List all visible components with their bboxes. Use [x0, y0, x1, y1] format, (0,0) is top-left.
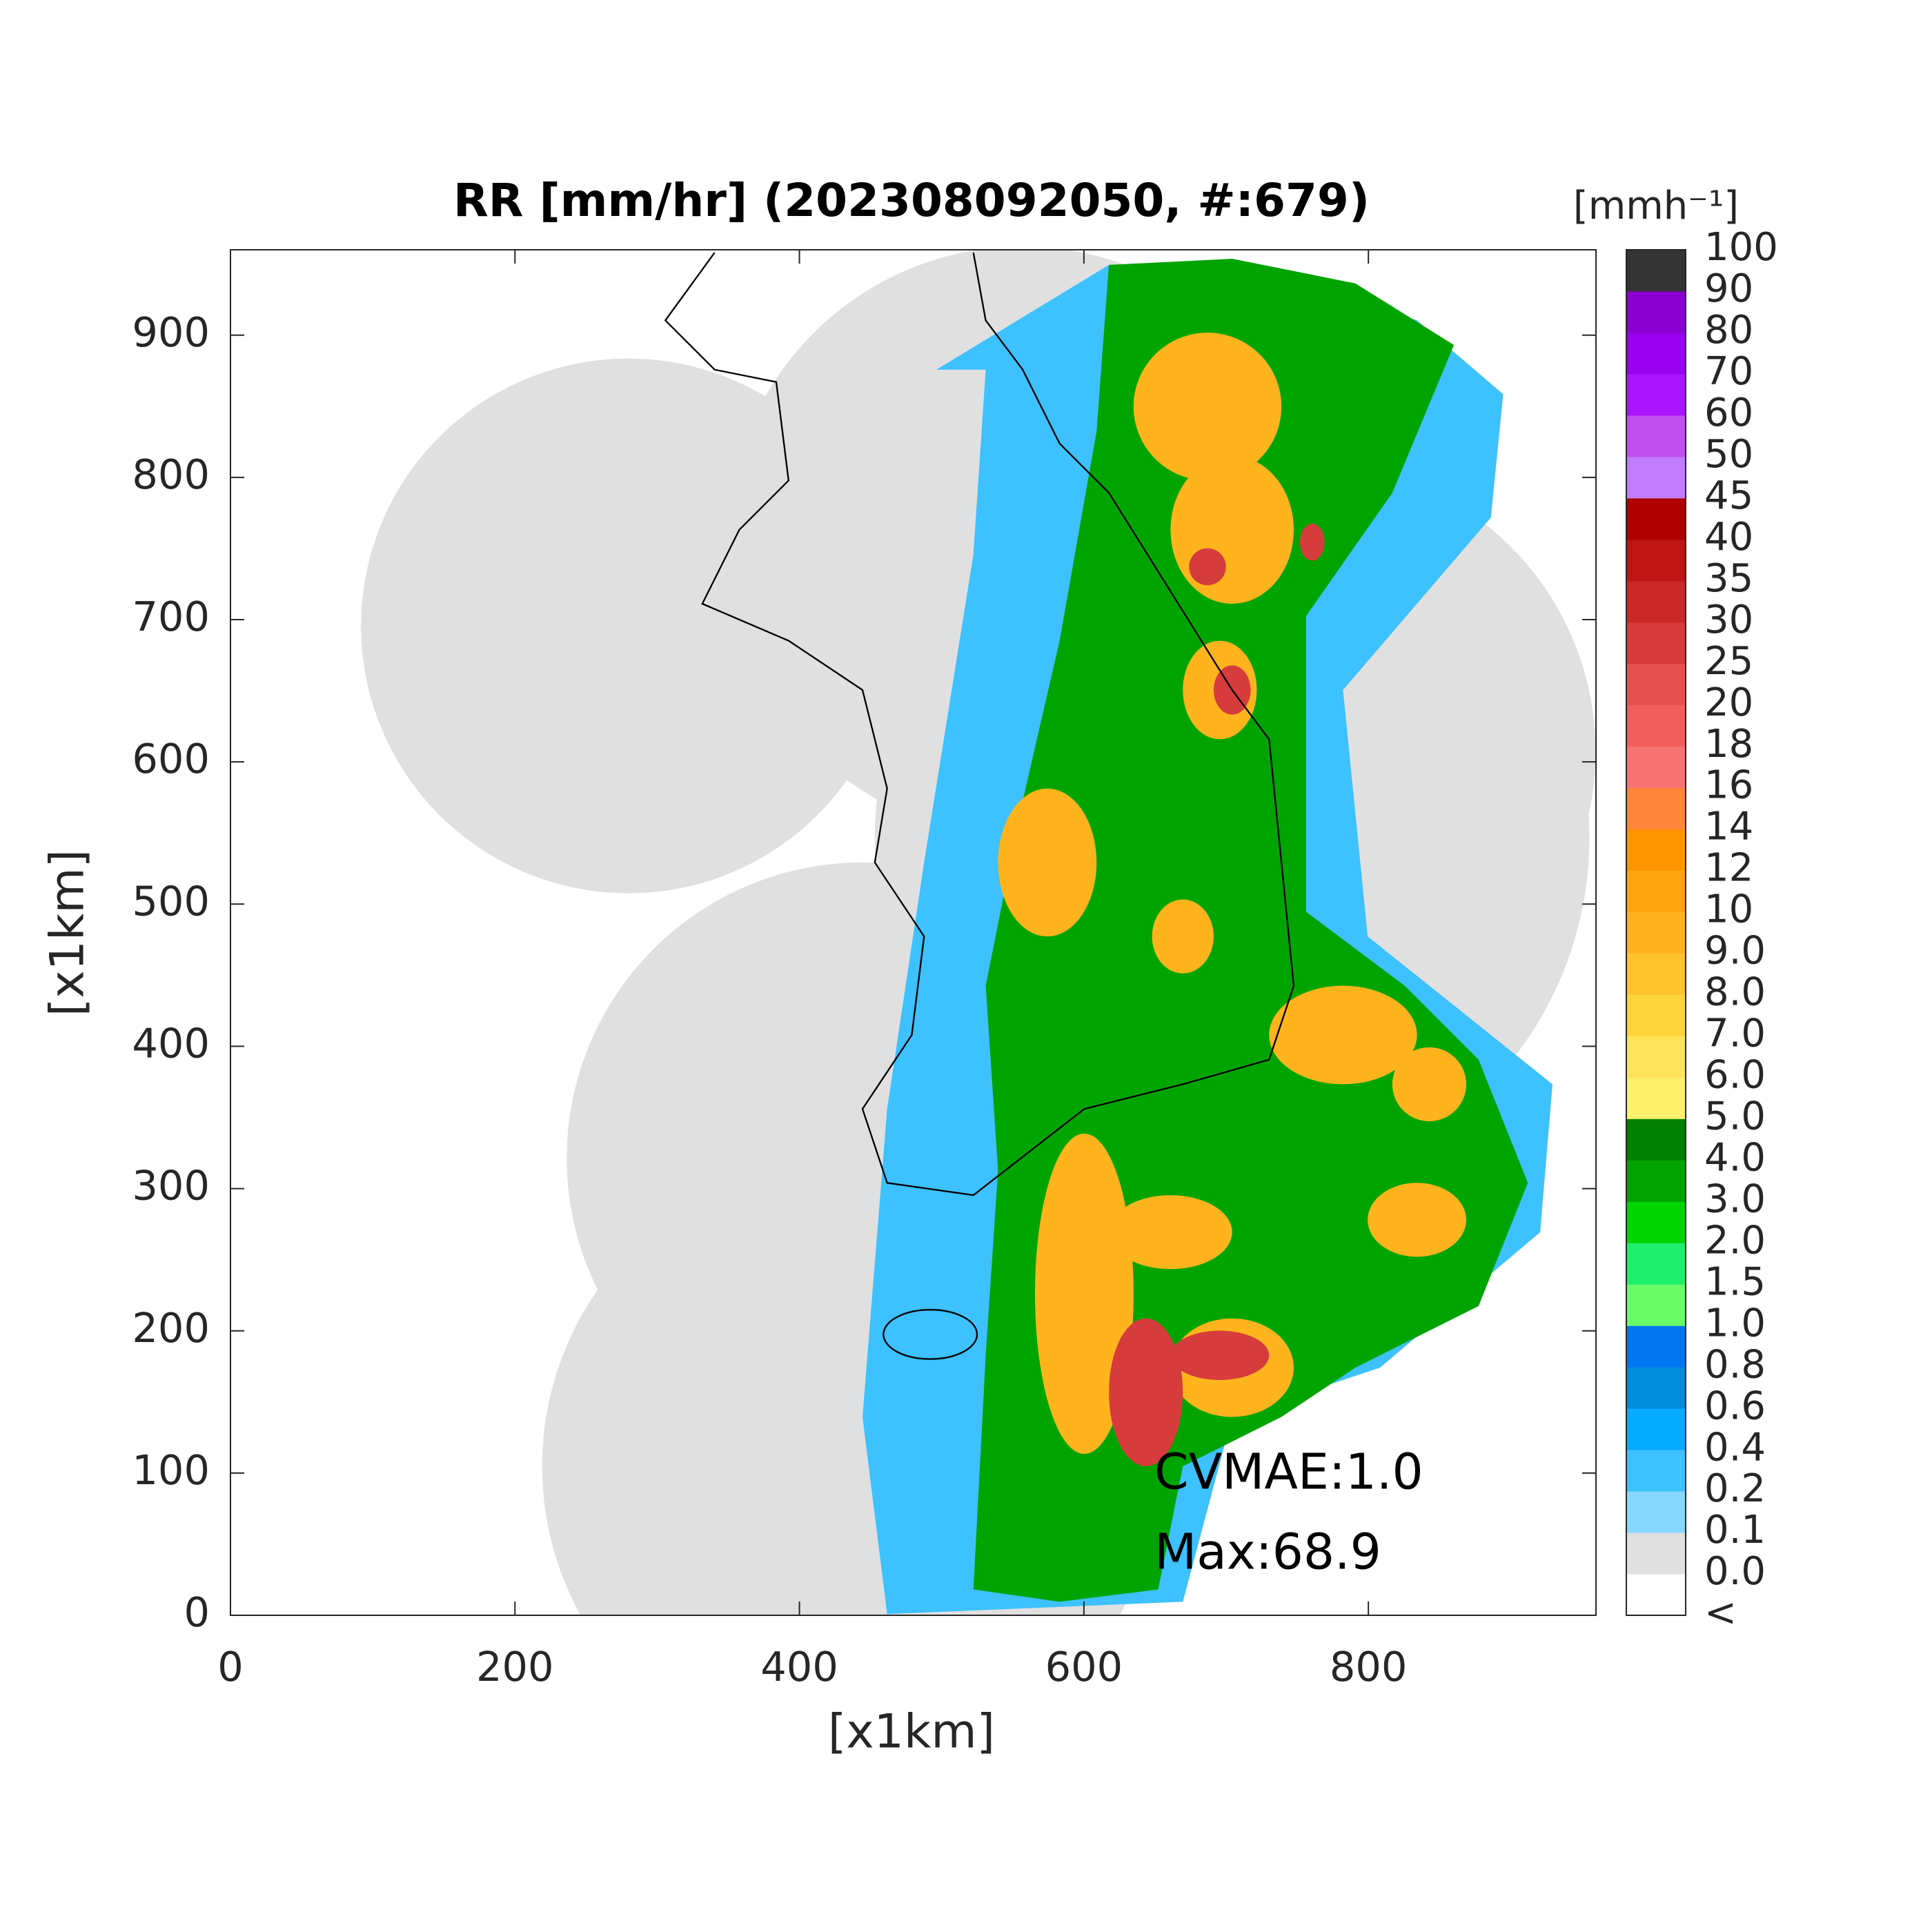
x-tick-label: 800	[1330, 1643, 1408, 1690]
colorbar-label: 100	[1704, 225, 1778, 270]
colorbar-label: 8.0	[1704, 970, 1766, 1015]
colorbar-segment	[1626, 332, 1686, 375]
colorbar-segment	[1626, 250, 1686, 292]
colorbar-label: 20	[1704, 680, 1753, 725]
colorbar-segment	[1626, 870, 1686, 913]
annotation: CVMAE:1.0	[1154, 1443, 1423, 1501]
colorbar-segment	[1626, 456, 1686, 499]
colorbar-segment	[1626, 663, 1686, 706]
y-tick-label: 600	[132, 735, 210, 782]
colorbar-title: [mmh⁻¹]	[1573, 184, 1739, 228]
colorbar-label: 3.0	[1704, 1176, 1766, 1221]
y-tick-label: 0	[184, 1588, 210, 1636]
x-axis-label: [x1km]	[828, 1705, 995, 1759]
colorbar-label: 7.0	[1704, 1012, 1766, 1056]
colorbar-label: 1.5	[1704, 1259, 1766, 1304]
colorbar-segment	[1626, 1077, 1686, 1119]
colorbar-label: 4.0	[1704, 1135, 1766, 1180]
y-axis-label: [x1km]	[41, 849, 95, 1016]
colorbar-label: 35	[1704, 556, 1753, 601]
colorbar-segment	[1626, 1367, 1686, 1409]
island-outline	[883, 1309, 978, 1360]
colorbar-label: 0.2	[1704, 1466, 1766, 1511]
x-tick-label: 600	[1045, 1643, 1123, 1690]
colorbar-segment	[1626, 290, 1686, 333]
colorbar-segment	[1626, 746, 1686, 789]
colorbar-segment	[1626, 704, 1686, 747]
colorbar-segment	[1626, 1450, 1686, 1492]
colorbar-segment	[1626, 1036, 1686, 1078]
x-tick-label: 200	[476, 1643, 554, 1690]
colorbar-segment	[1626, 622, 1686, 664]
colorbar-label: 1.0	[1704, 1301, 1766, 1346]
colorbar-label: 90	[1704, 266, 1753, 311]
colorbar-segment	[1626, 1201, 1686, 1243]
radar-field	[361, 250, 1596, 1615]
x-tick-label: 0	[217, 1643, 244, 1690]
annotation: Max:68.9	[1154, 1524, 1381, 1581]
colorbar-segment	[1626, 415, 1686, 457]
y-tick-label: 700	[132, 593, 210, 640]
colorbar-label: 60	[1704, 391, 1753, 435]
colorbar-segment	[1626, 994, 1686, 1036]
colorbar-label: 40	[1704, 515, 1753, 560]
colorbar-segment	[1626, 911, 1686, 954]
colorbar-label: 6.0	[1704, 1053, 1766, 1098]
colorbar-label: 16	[1704, 763, 1753, 808]
colorbar-frame	[1626, 249, 1686, 1616]
y-tick-label: 500	[132, 877, 210, 925]
colorbar-segment	[1626, 497, 1686, 540]
radar-layers	[361, 250, 1596, 1615]
colorbar-label: 80	[1704, 308, 1753, 353]
colorbar-label: 9.0	[1704, 929, 1766, 974]
colorbar-label: <	[1704, 1590, 1737, 1635]
colorbar-segment	[1626, 829, 1686, 871]
colorbar-segment	[1626, 1160, 1686, 1202]
colorbar-label: 0.1	[1704, 1508, 1766, 1552]
colorbar-label: 10	[1704, 887, 1753, 932]
colorbar-label: 45	[1704, 473, 1753, 518]
plot-frame	[230, 249, 1597, 1616]
colorbar-label: 5.0	[1704, 1094, 1766, 1139]
coastline	[664, 252, 1295, 1196]
colorbar-segment	[1626, 539, 1686, 582]
y-tick-label: 100	[132, 1446, 210, 1494]
colorbar-segment	[1626, 1574, 1686, 1616]
colorbar-label: 0.6	[1704, 1383, 1766, 1428]
y-tick-label: 900	[132, 308, 210, 356]
y-tick-label: 400	[132, 1020, 210, 1067]
chart-title: RR [mm/hr] (202308092050, #:679)	[453, 174, 1370, 227]
colorbar-segment	[1626, 1532, 1686, 1575]
colorbar-segment	[1626, 1243, 1686, 1285]
colorbar-label: 14	[1704, 805, 1753, 849]
colorbar-label: 0.0	[1704, 1549, 1766, 1594]
colorbar-segment	[1626, 1284, 1686, 1326]
colorbar-segment	[1626, 1408, 1686, 1450]
colorbar-label: 50	[1704, 432, 1753, 477]
rain-orange	[998, 333, 1466, 1455]
colorbar-segment	[1626, 580, 1686, 623]
colorbar-segment	[1626, 1491, 1686, 1533]
colorbar-segment	[1626, 1325, 1686, 1368]
colorbar-label: 25	[1704, 639, 1753, 684]
colorbar-label: 70	[1704, 349, 1753, 394]
y-tick-label: 200	[132, 1304, 210, 1352]
colorbar-label: 0.4	[1704, 1425, 1766, 1470]
x-tick-label: 400	[760, 1643, 838, 1690]
colorbar-segment	[1626, 953, 1686, 995]
colorbar-label: 0.8	[1704, 1342, 1766, 1387]
colorbar-segment	[1626, 1118, 1686, 1161]
colorbar-segment	[1626, 787, 1686, 830]
colorbar-label: 2.0	[1704, 1218, 1766, 1263]
y-tick-label: 300	[132, 1162, 210, 1210]
colorbar-label: 30	[1704, 598, 1753, 642]
colorbar-label: 12	[1704, 846, 1753, 891]
y-tick-label: 800	[132, 451, 210, 498]
colorbar-label: 18	[1704, 722, 1753, 767]
colorbar-segment	[1626, 373, 1686, 416]
